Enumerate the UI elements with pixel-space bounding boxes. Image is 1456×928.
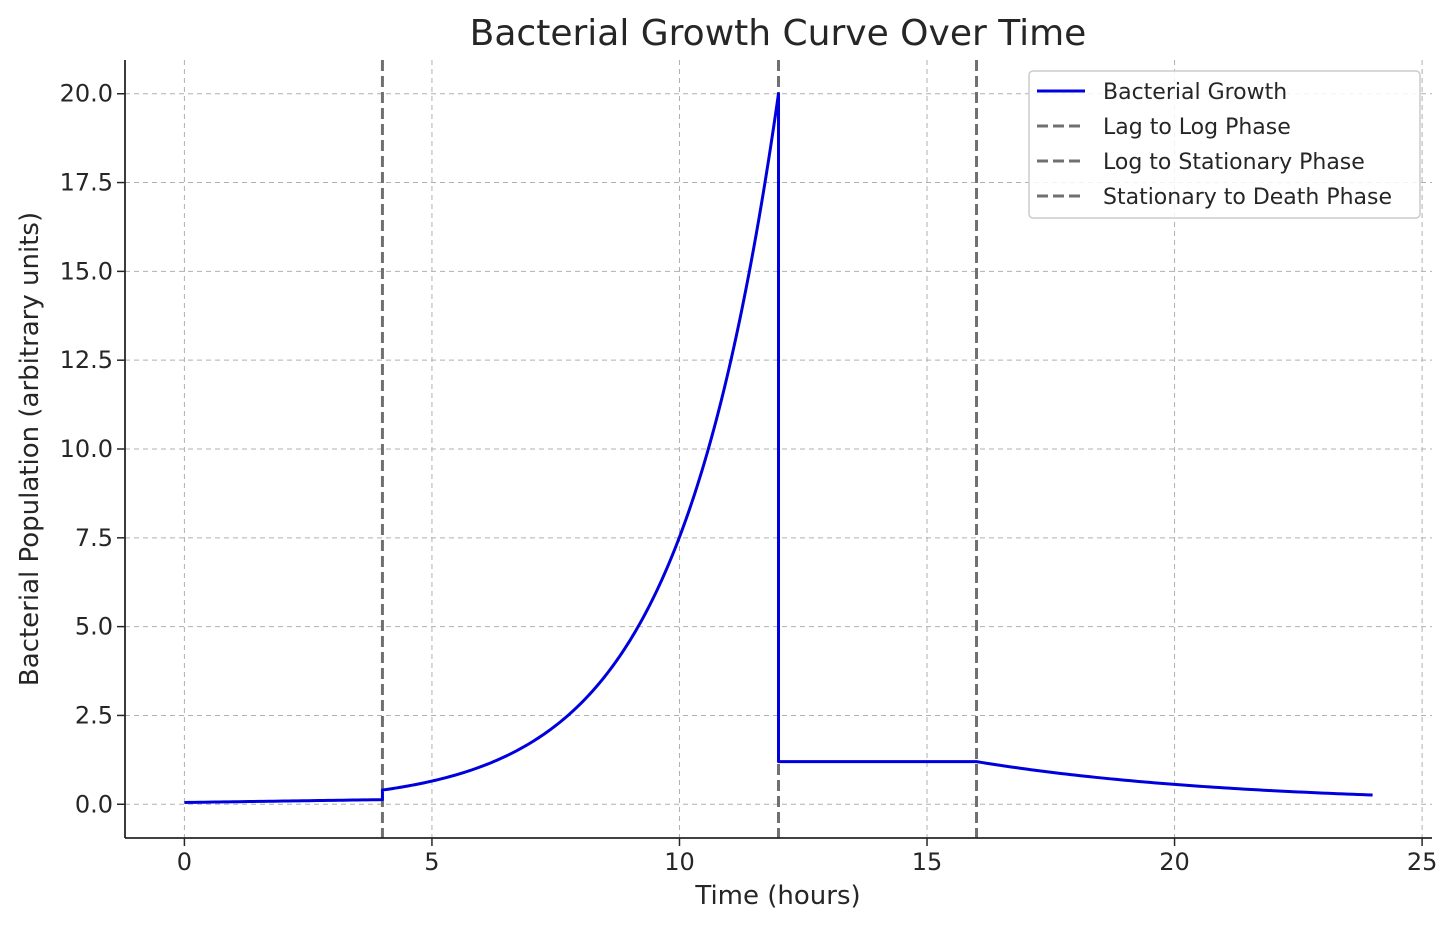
y-tick-label: 5.0 — [75, 613, 113, 641]
y-tick-label: 15.0 — [60, 257, 113, 285]
y-tick-label: 17.5 — [60, 169, 113, 197]
y-tick-label: 2.5 — [75, 701, 113, 729]
chart-title: Bacterial Growth Curve Over Time — [470, 13, 1087, 54]
legend-label: Stationary to Death Phase — [1103, 185, 1392, 210]
legend-label: Bacterial Growth — [1103, 80, 1287, 105]
x-tick-label: 25 — [1407, 848, 1438, 876]
y-tick-label: 20.0 — [60, 80, 113, 108]
y-tick-label: 0.0 — [75, 790, 113, 818]
ticks: 0 5 10 15 20 25 0.0 2.5 5.0 7.5 10.0 12.5 15.0 17.5 20… — [60, 80, 1438, 876]
y-axis-label: Bacterial Population (arbitrary units) — [15, 212, 45, 686]
y-tick-label: 10.0 — [60, 435, 113, 463]
x-tick-label: 10 — [664, 848, 695, 876]
legend-box — [1028, 70, 1421, 219]
x-tick-label: 15 — [912, 848, 943, 876]
series-group — [184, 92, 1373, 804]
legend-label: Lag to Log Phase — [1103, 115, 1291, 140]
x-tick-label: 0 — [177, 848, 192, 876]
x-tick-label: 5 — [424, 848, 439, 876]
legend: Bacterial Growth Lag to Log Phase Log to S… — [1028, 70, 1421, 219]
legend-label: Log to Stationary Phase — [1103, 150, 1365, 175]
y-tick-label: 12.5 — [60, 346, 113, 374]
series-line-bacterial-growth — [184, 92, 1373, 804]
x-axis-label: Time (hours) — [694, 881, 860, 911]
x-tick-label: 20 — [1159, 848, 1190, 876]
y-tick-label: 7.5 — [75, 524, 113, 552]
